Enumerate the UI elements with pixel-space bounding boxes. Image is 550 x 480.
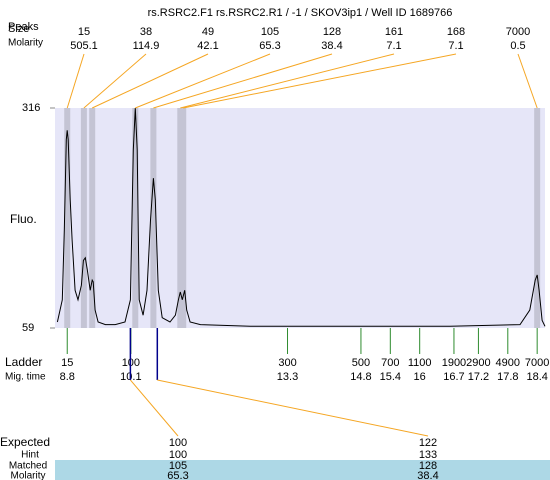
ladder-size: 15 bbox=[61, 357, 73, 369]
peak-connector bbox=[183, 53, 457, 109]
peak-band bbox=[534, 108, 541, 328]
ladder-size: 1900 bbox=[442, 357, 466, 369]
matched-band bbox=[55, 460, 550, 480]
peak-size: 49 bbox=[202, 26, 214, 38]
size-label: Size bbox=[8, 23, 29, 35]
ladder-size: 2900 bbox=[466, 357, 490, 369]
matched-label: Matched bbox=[9, 461, 47, 472]
peak-connector bbox=[66, 53, 85, 109]
peak-molarity: 42.1 bbox=[197, 40, 218, 52]
expected-label: Expected bbox=[0, 435, 50, 449]
peaks-label: Peaks bbox=[8, 21, 39, 33]
peak-size: 38 bbox=[140, 26, 152, 38]
peak-connector bbox=[91, 53, 209, 109]
peak-size: 161 bbox=[385, 26, 403, 38]
matched-value: 105 bbox=[169, 460, 187, 472]
matched-value: 128 bbox=[419, 460, 437, 472]
peak-molarity: 505.1 bbox=[70, 40, 98, 52]
peak-molarity: 0.5 bbox=[510, 40, 525, 52]
y-tick-label: 59 bbox=[22, 322, 34, 334]
ladder-time: 8.8 bbox=[60, 371, 75, 383]
ladder-size: 300 bbox=[278, 357, 296, 369]
peak-connector bbox=[135, 53, 271, 109]
hint-label: Hint bbox=[21, 450, 39, 461]
molarity-value: 65.3 bbox=[167, 470, 188, 480]
peak-band bbox=[150, 108, 157, 328]
peak-band bbox=[64, 108, 71, 328]
expected-value: 100 bbox=[169, 437, 187, 449]
y-tick-label: 316 bbox=[22, 102, 40, 114]
peak-band bbox=[89, 108, 96, 328]
peak-band bbox=[180, 108, 187, 328]
ladder-time: 17.2 bbox=[468, 371, 489, 383]
ladder-size: 500 bbox=[352, 357, 370, 369]
peak-band bbox=[132, 108, 139, 328]
peak-band bbox=[80, 108, 87, 328]
peak-molarity: 65.3 bbox=[259, 40, 280, 52]
molarity-value: 38.4 bbox=[417, 470, 438, 480]
peak-size: 168 bbox=[447, 26, 465, 38]
peak-connector bbox=[517, 53, 538, 109]
peak-molarity: 38.4 bbox=[321, 40, 342, 52]
ladder-time: 18.4 bbox=[526, 371, 547, 383]
ladder-size: 700 bbox=[381, 357, 399, 369]
peak-size: 7000 bbox=[506, 26, 530, 38]
expected-connector bbox=[130, 379, 179, 437]
peak-connector bbox=[153, 53, 333, 109]
y-label: Fluo. bbox=[10, 212, 37, 226]
ladder-size: 1100 bbox=[408, 357, 432, 369]
peak-molarity: 7.1 bbox=[386, 40, 401, 52]
trace bbox=[56, 107, 546, 327]
peak-connector bbox=[180, 53, 395, 109]
title: rs.RSRC2.F1 rs.RSRC2.R1 / -1 / SKOV3ip1 … bbox=[148, 7, 453, 19]
ladder-time: 17.8 bbox=[497, 371, 518, 383]
plot-area bbox=[55, 108, 545, 328]
ladder-size: 4900 bbox=[496, 357, 520, 369]
mig-time-label: Mig. time bbox=[5, 372, 46, 383]
hint-value: 100 bbox=[169, 449, 187, 461]
peak-size: 128 bbox=[323, 26, 341, 38]
ladder-time: 13.3 bbox=[277, 371, 298, 383]
peak-size: 105 bbox=[261, 26, 279, 38]
expected-connector bbox=[157, 379, 429, 437]
ladder-time: 16.7 bbox=[443, 371, 464, 383]
peak-connector bbox=[83, 53, 147, 109]
expected-molarity-label: Molarity bbox=[10, 471, 45, 480]
molarity-label: Molarity bbox=[8, 38, 43, 49]
peak-molarity: 7.1 bbox=[448, 40, 463, 52]
peak-size: 15 bbox=[78, 26, 90, 38]
ladder-time: 16 bbox=[414, 371, 426, 383]
ladder-time: 14.8 bbox=[350, 371, 371, 383]
ladder-time: 15.4 bbox=[380, 371, 401, 383]
ladder-size: 7000 bbox=[525, 357, 549, 369]
hint-value: 133 bbox=[419, 449, 437, 461]
peak-molarity: 114.9 bbox=[133, 40, 160, 52]
expected-value: 122 bbox=[419, 437, 437, 449]
ladder-label: Ladder bbox=[5, 355, 42, 369]
